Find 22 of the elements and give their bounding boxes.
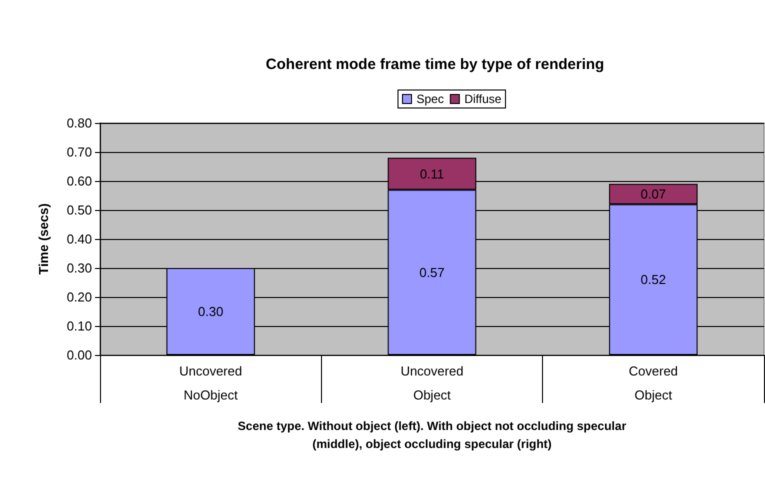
- y-tick-label: 0.00: [66, 348, 92, 362]
- x-tick-label: Uncovered Object: [400, 364, 464, 402]
- chart-title: Coherent mode frame time by type of rendering: [266, 56, 604, 73]
- y-tick-label: 0.70: [66, 144, 92, 160]
- x-tick-label: Covered Object: [628, 364, 678, 402]
- y-tick-label: 0.30: [66, 260, 92, 276]
- data-label: 0.57: [419, 264, 445, 280]
- y-tick-label: 0.50: [66, 202, 92, 218]
- y-axis-title: Time (secs): [36, 203, 51, 275]
- y-tick-label: 0.60: [66, 174, 92, 188]
- y-tick-label: 0.40: [66, 232, 92, 246]
- y-tick-label: 0.80: [66, 116, 92, 130]
- y-tick-label: 0.20: [66, 290, 92, 304]
- data-label: 0.11: [420, 166, 444, 182]
- data-label: 0.52: [640, 272, 666, 288]
- data-label: 0.30: [198, 304, 224, 319]
- legend-label: Diffuse: [464, 92, 502, 106]
- data-label: 0.07: [640, 186, 666, 202]
- legend-label: Spec: [416, 92, 444, 106]
- x-axis-title: Scene type. Without object (left). With object not occluding specular (middle), object occluding specular (right): [238, 419, 627, 451]
- y-tick-label: 0.10: [66, 318, 92, 334]
- x-tick-label: Uncovered NoObject: [179, 364, 242, 402]
